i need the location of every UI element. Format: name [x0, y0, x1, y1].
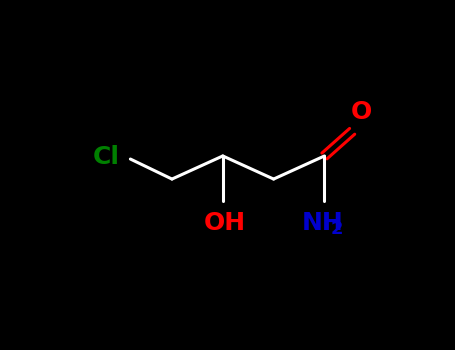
Text: 2: 2 [330, 220, 343, 238]
Text: NH: NH [302, 211, 344, 234]
Text: Cl: Cl [93, 146, 120, 169]
Text: OH: OH [203, 211, 245, 234]
Text: O: O [351, 100, 372, 124]
